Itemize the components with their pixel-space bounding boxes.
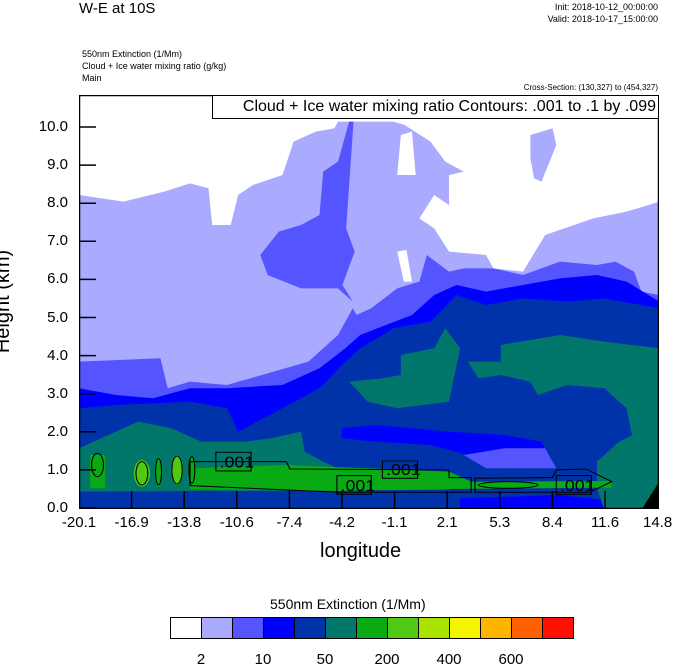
colorbar-swatch: [419, 618, 450, 638]
x-tick-label: -10.6: [219, 514, 254, 531]
extinction-region-white: [79, 95, 659, 272]
y-tick-label: 4.0: [47, 346, 68, 364]
extinction-region-teal-bottom-right: [597, 421, 659, 509]
extinction-region-blue-bottom: [460, 494, 635, 509]
colorbar-swatch: [171, 618, 202, 638]
colorbar-label: 600: [498, 651, 524, 667]
colorbar-label: 200: [374, 651, 400, 667]
cloud-contour: [189, 461, 472, 493]
y-tick-label: 1.0: [47, 460, 68, 478]
contour-label: .001: [341, 477, 376, 495]
extinction-region-white-patch: [397, 131, 416, 175]
colorbar-title: 550nm Extinction (1/Mm): [270, 596, 426, 612]
colorbar-swatch: [481, 618, 512, 638]
y-tick-label: 8.0: [47, 194, 68, 212]
y-tick-label: 3.0: [47, 384, 68, 402]
contour-info-box: Cloud + Ice water mixing ratio Contours:…: [212, 95, 659, 119]
extinction-region-medium-patch: [463, 448, 557, 469]
y-tick-label: 2.0: [47, 422, 68, 440]
y-tick-label: 10.0: [38, 118, 68, 135]
contour-label-box: [381, 460, 419, 479]
colorbar-swatch: [264, 618, 295, 638]
x-tick-label: -20.1: [61, 514, 97, 531]
cloud-contour: [188, 456, 196, 484]
x-tick-label: -1.1: [381, 514, 408, 531]
colorbar-swatch: [388, 618, 419, 638]
colorbar-swatch: [202, 618, 233, 638]
field-3: Main: [82, 73, 102, 83]
y-axis-label: Height (km): [0, 249, 15, 354]
y-tick-label: 6.0: [47, 270, 68, 288]
y-tick-label: 5.0: [47, 308, 68, 326]
colorbar: [170, 617, 574, 639]
cloud-contour: [135, 461, 149, 486]
plot-area: .001 .001 .001 .001: [79, 95, 659, 509]
contour-label: .001: [386, 461, 421, 479]
x-tick-label: 14.8: [642, 514, 673, 531]
contour-label-box: [555, 475, 593, 495]
y-tick-label: 9.0: [47, 156, 68, 174]
colorbar-label: 50: [316, 651, 334, 667]
extinction-region-light-patch: [530, 128, 557, 182]
plot-title: W-E at 10S: [79, 0, 156, 17]
extinction-region-white-patch: [397, 249, 412, 282]
colorbar-swatch: [543, 618, 573, 638]
extinction-region-green-blob: [171, 454, 183, 485]
x-tick-label: -4.2: [329, 514, 355, 531]
valid-time: Valid: 2018-10-17_15:00:00: [547, 14, 658, 24]
contour-label: .001: [560, 477, 595, 495]
cloud-contour: [155, 457, 163, 486]
colorbar-swatch: [450, 618, 481, 638]
contour-label-box: [336, 475, 372, 495]
colorbar-swatch: [295, 618, 326, 638]
colorbar-swatch: [326, 618, 357, 638]
x-tick-label: 11.6: [590, 514, 620, 531]
colorbar-label: 10: [254, 651, 272, 667]
x-tick-label: 2.1: [436, 514, 458, 531]
cloud-contour: [171, 455, 183, 485]
extinction-region-green-left: [90, 454, 105, 489]
contour-label-box: [215, 451, 252, 472]
contour-label: .001: [220, 453, 255, 471]
field-1: 550nm Extinction (1/Mm): [82, 49, 183, 59]
init-time: Init: 2018-10-12_00:00:00: [554, 2, 658, 12]
colorbar-label: 2: [196, 651, 206, 667]
x-tick-label: -13.8: [167, 514, 202, 531]
field-2: Cloud + Ice water mixing ratio (g/kg): [82, 61, 227, 71]
colorbar-swatch: [512, 618, 543, 638]
extinction-region-teal-right: [467, 334, 659, 462]
cross-section-label: Cross-Section: (130,327) to (454,327): [523, 83, 658, 92]
x-tick-label: 5.3: [489, 514, 511, 531]
cloud-contour: [474, 468, 613, 493]
extinction-region-green-blob: [133, 459, 151, 487]
extinction-region-teal-mid: [349, 328, 461, 409]
cloud-contour: [91, 452, 104, 478]
extinction-region-medium-blob: [260, 121, 355, 302]
colorbar-swatch: [233, 618, 264, 638]
colorbar-swatch: [357, 618, 388, 638]
y-tick-label: 7.0: [47, 232, 68, 250]
extinction-region-blue-small: [252, 402, 279, 413]
colorbar-label: 400: [436, 651, 462, 667]
x-tick-label: -16.9: [114, 514, 149, 531]
y-tick-label: 0.0: [47, 499, 68, 516]
extinction-region-green-blob: [154, 456, 163, 487]
x-tick-label: 8.4: [541, 514, 563, 531]
x-tick-label: -7.4: [276, 514, 303, 531]
x-axis-label: longitude: [320, 540, 402, 562]
cloud-contour: [478, 481, 539, 489]
